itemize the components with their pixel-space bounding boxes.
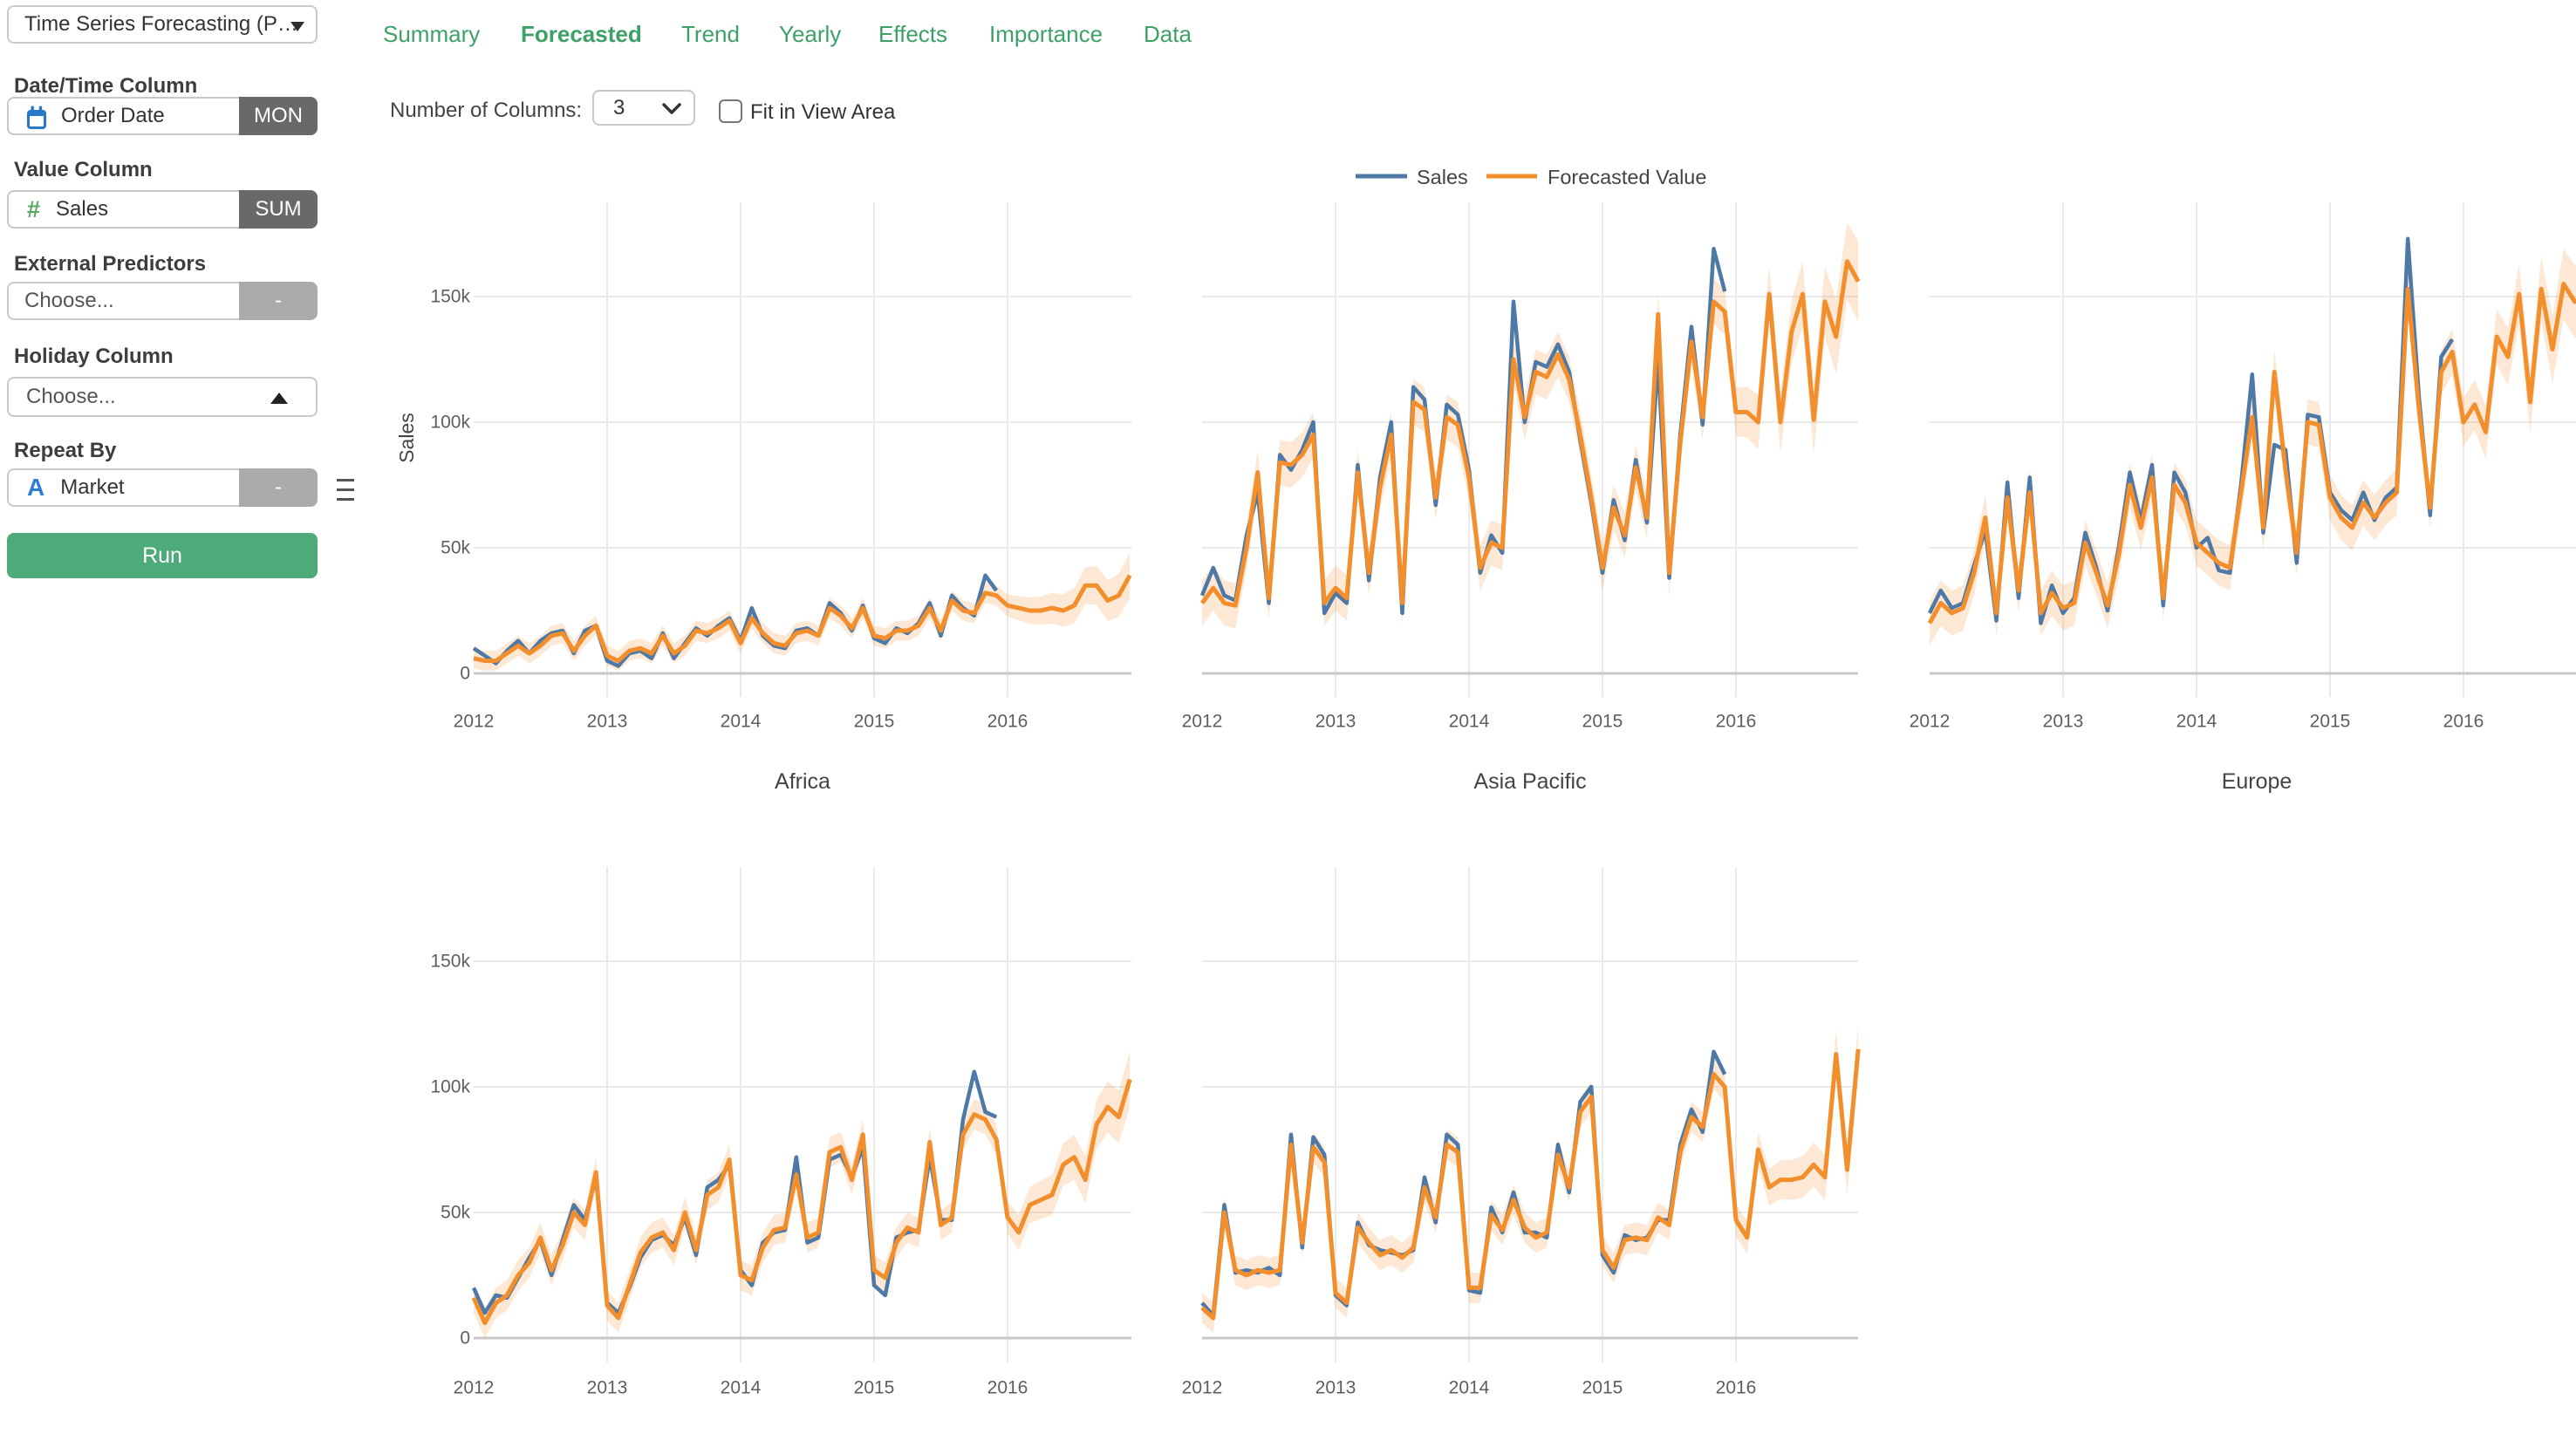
svg-text:Forecasted Value: Forecasted Value — [1548, 166, 1706, 188]
svg-text:2014: 2014 — [721, 1378, 762, 1398]
svg-text:2013: 2013 — [1315, 1378, 1356, 1398]
svg-text:2013: 2013 — [2043, 712, 2084, 732]
svg-text:2012: 2012 — [454, 712, 495, 732]
svg-text:2016: 2016 — [987, 1378, 1028, 1398]
svg-text:2015: 2015 — [854, 712, 895, 732]
svg-text:2014: 2014 — [721, 712, 762, 732]
svg-text:2012: 2012 — [1910, 712, 1951, 732]
svg-text:2016: 2016 — [987, 712, 1028, 732]
svg-text:2016: 2016 — [2443, 712, 2484, 732]
svg-text:150k: 150k — [430, 287, 470, 307]
svg-text:Europe: Europe — [2222, 769, 2292, 794]
svg-text:2013: 2013 — [587, 712, 628, 732]
svg-text:2015: 2015 — [1582, 712, 1623, 732]
svg-text:2016: 2016 — [1716, 1378, 1757, 1398]
svg-text:Sales: Sales — [395, 413, 418, 463]
svg-text:0: 0 — [460, 1328, 470, 1349]
svg-text:Asia Pacific: Asia Pacific — [1473, 769, 1586, 794]
svg-text:2014: 2014 — [2176, 712, 2217, 732]
svg-text:2012: 2012 — [454, 1378, 495, 1398]
svg-text:2013: 2013 — [587, 1378, 628, 1398]
svg-text:Sales: Sales — [1417, 166, 1468, 188]
svg-text:2012: 2012 — [1182, 1378, 1223, 1398]
svg-text:2012: 2012 — [1182, 712, 1223, 732]
svg-text:2015: 2015 — [1582, 1378, 1623, 1398]
svg-text:0: 0 — [460, 664, 470, 684]
svg-text:50k: 50k — [441, 1203, 470, 1223]
svg-text:2014: 2014 — [1449, 712, 1490, 732]
svg-text:Africa: Africa — [775, 769, 830, 794]
svg-text:100k: 100k — [430, 413, 470, 433]
svg-text:2015: 2015 — [854, 1378, 895, 1398]
svg-text:150k: 150k — [430, 952, 470, 972]
svg-text:2016: 2016 — [1716, 712, 1757, 732]
svg-text:100k: 100k — [430, 1077, 470, 1097]
svg-text:50k: 50k — [441, 538, 470, 558]
svg-text:2015: 2015 — [2310, 712, 2351, 732]
svg-text:2014: 2014 — [1449, 1378, 1490, 1398]
svg-text:2013: 2013 — [1315, 712, 1356, 732]
